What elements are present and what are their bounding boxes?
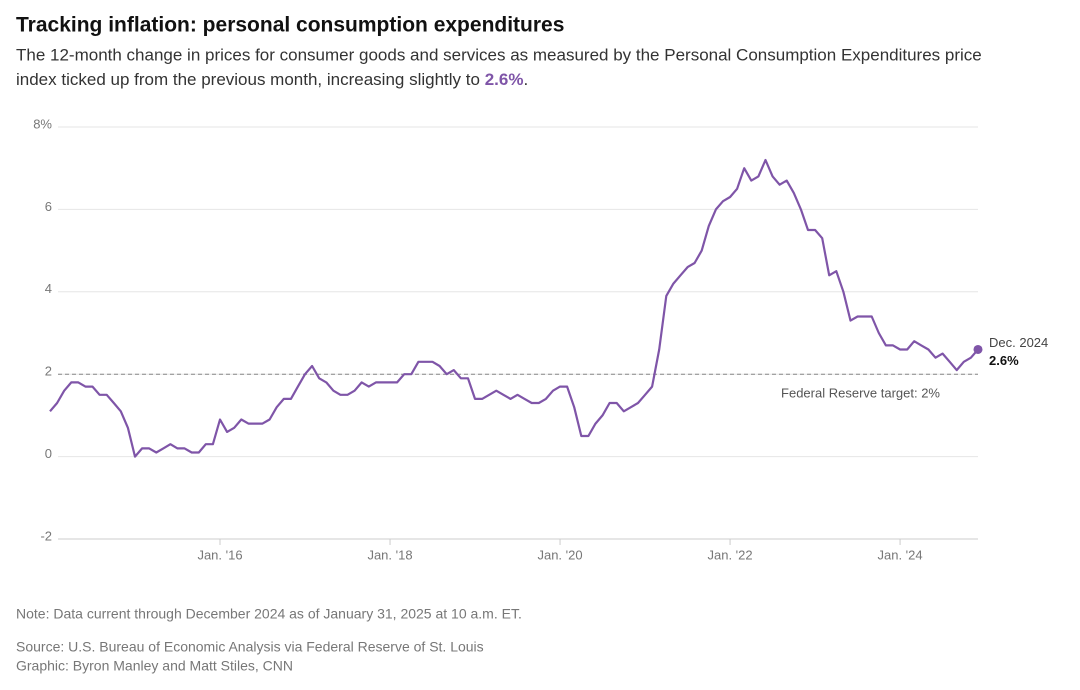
x-tick-label: Jan. '16 [197, 547, 242, 562]
credit: Graphic: Byron Manley and Matt Stiles, C… [16, 658, 293, 674]
y-tick-label: -2 [40, 528, 52, 543]
series-line [49, 158, 979, 458]
subtitle-highlight: 2.6% [485, 70, 524, 89]
note: Note: Data current through December 2024… [16, 606, 522, 622]
y-tick-label: 8% [33, 116, 52, 131]
x-tick-label: Jan. '20 [537, 547, 582, 562]
x-tick-label: Jan. '18 [367, 547, 412, 562]
y-tick-label: 6 [45, 199, 52, 214]
subtitle: The 12-month change in prices for consum… [16, 45, 982, 64]
end-date-label: Dec. 2024 [989, 335, 1048, 350]
y-tick-label: 4 [45, 281, 52, 296]
x-tick-label: Jan. '24 [878, 547, 923, 562]
y-tick-label: 0 [45, 446, 52, 461]
chart-title: Tracking inflation: personal consumption… [16, 14, 564, 37]
subtitle-text: index ticked up from the previous month,… [16, 70, 485, 89]
end-value-label: 2.6% [989, 353, 1019, 368]
subtitle-text: . [523, 70, 528, 89]
x-tick-label: Jan. '22 [707, 547, 752, 562]
subtitle: index ticked up from the previous month,… [16, 70, 528, 89]
end-point [973, 344, 983, 354]
source: Source: U.S. Bureau of Economic Analysis… [16, 639, 484, 655]
y-tick-label: 2 [45, 364, 52, 379]
target-label: Federal Reserve target: 2% [781, 386, 940, 401]
